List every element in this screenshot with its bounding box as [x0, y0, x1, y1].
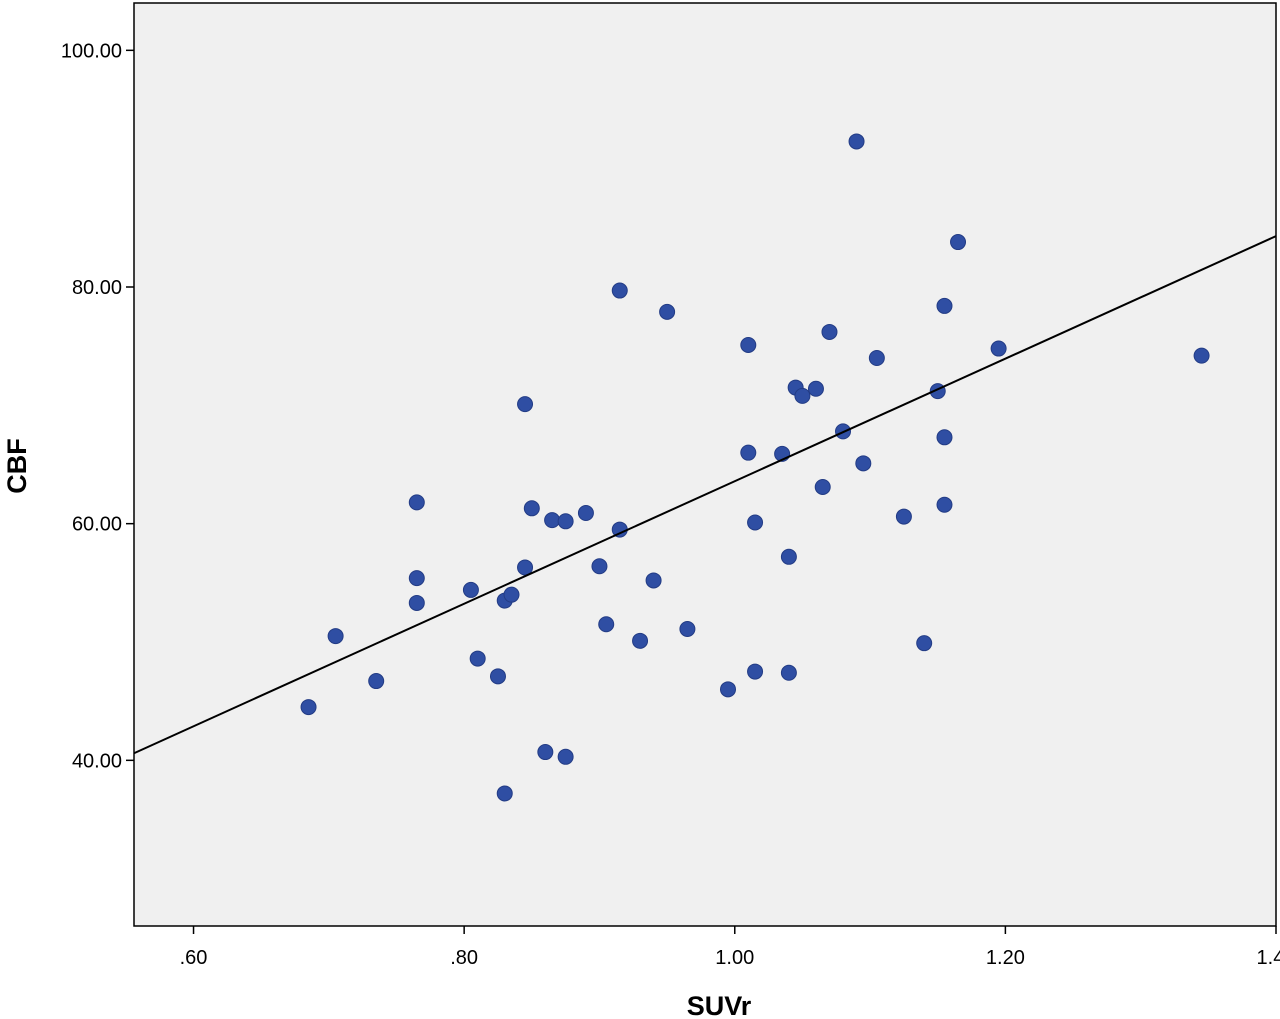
data-point — [855, 455, 872, 472]
data-point — [916, 635, 933, 652]
data-point — [408, 594, 425, 611]
data-point — [740, 444, 757, 461]
regression-line — [133, 235, 1277, 755]
data-point — [327, 628, 344, 645]
data-point — [496, 785, 513, 802]
data-point — [517, 559, 534, 576]
data-point — [408, 494, 425, 511]
data-point — [807, 380, 824, 397]
data-point — [517, 396, 534, 413]
data-point — [645, 572, 662, 589]
x-tick-label: 1.40 — [1257, 947, 1280, 969]
y-tick-label: 40.00 — [72, 750, 122, 772]
data-point — [821, 323, 838, 340]
y-tick-label: 60.00 — [72, 514, 122, 536]
y-axis: 40.00 60.00 80.00 100.00 — [61, 40, 134, 772]
data-point — [537, 744, 554, 761]
x-axis-title: SUVr — [687, 991, 752, 1019]
data-point — [747, 663, 764, 680]
data-point — [408, 570, 425, 587]
data-point — [577, 505, 594, 522]
x-tick-label: 1.20 — [986, 947, 1025, 969]
y-tick-label: 100.00 — [61, 40, 122, 62]
y-axis-title: CBF — [2, 438, 32, 494]
data-point — [814, 478, 831, 495]
data-point — [679, 620, 696, 637]
data-point — [780, 548, 797, 565]
data-point — [868, 350, 885, 366]
data-point — [1193, 347, 1210, 364]
data-point — [990, 340, 1007, 357]
data-point — [936, 496, 953, 513]
data-point — [462, 581, 479, 598]
data-point — [632, 632, 649, 649]
data-point — [557, 513, 574, 530]
data-point — [720, 681, 737, 698]
plot-area — [133, 2, 1277, 927]
data-point — [950, 234, 967, 251]
data-point — [544, 512, 561, 529]
data-point — [848, 133, 865, 150]
data-point — [611, 282, 628, 299]
data-point — [740, 336, 757, 353]
data-point — [936, 429, 953, 446]
data-points — [300, 133, 1210, 802]
x-tick-label: .60 — [180, 947, 208, 969]
data-point — [659, 303, 676, 320]
data-point — [747, 514, 764, 531]
data-point — [780, 664, 797, 681]
data-point — [300, 699, 317, 716]
data-point — [794, 387, 811, 404]
data-point — [489, 668, 506, 685]
y-tick-label: 80.00 — [72, 277, 122, 299]
x-axis: .60 .80 1.00 1.20 1.40 — [180, 926, 1280, 969]
data-point — [895, 508, 912, 525]
data-point — [591, 558, 608, 575]
data-point — [368, 673, 385, 690]
data-point — [469, 650, 486, 667]
data-point — [598, 616, 615, 633]
data-point — [936, 297, 953, 314]
x-tick-label: 1.00 — [715, 947, 754, 969]
data-point — [523, 500, 540, 517]
data-point — [503, 586, 520, 603]
data-point — [557, 748, 574, 765]
x-tick-label: .80 — [450, 947, 478, 969]
